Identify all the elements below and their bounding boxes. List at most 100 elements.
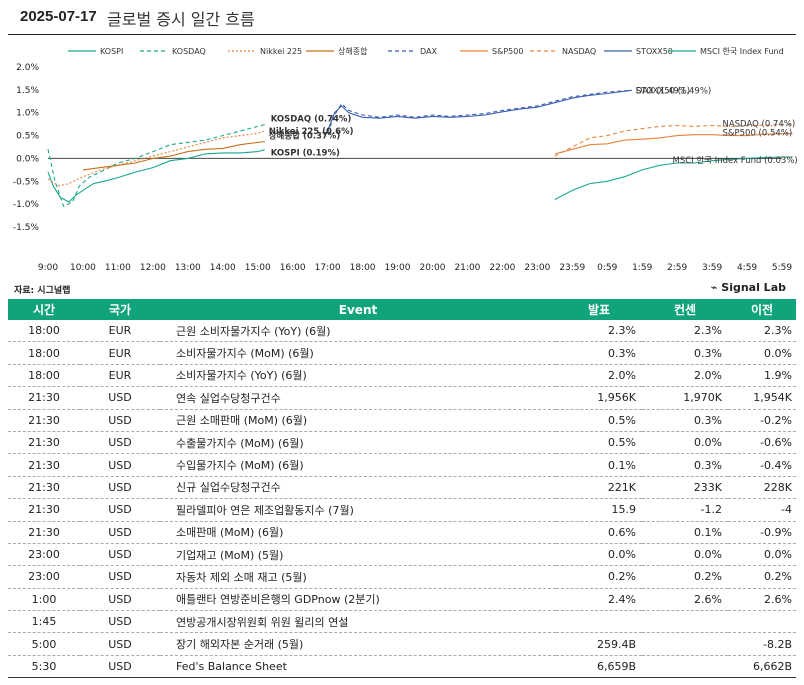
cell-consensus: 0.0%	[642, 431, 728, 455]
x-tick-label: 21:00	[454, 263, 480, 273]
cell-consensus: -1.2	[642, 498, 728, 522]
cell-event: 필라델피아 연은 제조업활동지수 (7월)	[160, 498, 556, 522]
cell-previous: -0.2%	[728, 409, 796, 432]
cell-event: 근원 소매판매 (MoM) (6월)	[160, 409, 556, 432]
cell-consensus: 0.1%	[642, 521, 728, 544]
y-tick-label: 0.5%	[16, 132, 39, 142]
y-tick-label: 1.0%	[16, 109, 39, 119]
cell-time: 21:30	[8, 476, 80, 500]
cell-consensus: 0.0%	[642, 543, 728, 567]
x-tick-label: 3:59	[702, 263, 722, 273]
table-row: 21:30 USD 신규 실업수당청구건수 221K 233K 228K	[8, 476, 796, 500]
cell-country: USD	[80, 498, 160, 522]
x-tick-label: 2:59	[667, 263, 687, 273]
series-end-label: Nikkei 225 (0.6%)	[269, 127, 354, 137]
table-row: 1:00 USD 애틀랜타 연방준비은행의 GDPnow (2분기) 2.4% 2.6%…	[8, 588, 796, 612]
cell-event: 기업재고 (MoM) (5월)	[160, 543, 556, 567]
table-row: 21:30 USD 근원 소매판매 (MoM) (6월) 0.5% 0.3% -0.2%	[8, 409, 796, 432]
cell-country: USD	[80, 543, 160, 567]
series-end-label: S&P500 (0.54%)	[722, 129, 792, 139]
cell-time: 21:30	[8, 521, 80, 544]
cell-actual: 0.1%	[556, 453, 642, 477]
table-row: 18:00 EUR 근원 소비자물가지수 (YoY) (6월) 2.3% 2.3% 2.3…	[8, 320, 796, 343]
report-date: 2025-07-17	[20, 8, 97, 25]
series-end-label: STOXX50 (1.49%)	[636, 86, 712, 96]
cell-country: USD	[80, 386, 160, 410]
cell-event: 근원 소비자물가지수 (YoY) (6월)	[160, 320, 556, 343]
series-end-label: MSCI 한국 Index Fund (0.03%)	[672, 156, 797, 166]
cell-previous: -0.9%	[728, 521, 796, 544]
cell-country: USD	[80, 655, 160, 679]
table-row: 18:00 EUR 소비자물가지수 (YoY) (6월) 2.0% 2.0% 1.9%	[8, 364, 796, 388]
cell-event: 소매판매 (MoM) (6월)	[160, 521, 556, 544]
cell-consensus	[642, 632, 728, 656]
x-tick-label: 10:00	[70, 263, 96, 273]
y-tick-label: -0.5%	[13, 177, 40, 187]
col-country: 국가	[108, 303, 132, 317]
cell-time: 1:00	[8, 588, 80, 612]
cell-time: 1:45	[8, 610, 80, 634]
x-tick-label: 16:00	[280, 263, 306, 273]
cell-previous: 1,954K	[728, 386, 796, 410]
x-tick-label: 17:00	[315, 263, 341, 273]
cell-event: 소비자물가지수 (YoY) (6월)	[160, 364, 556, 388]
series-end-label: NASDAQ (0.74%)	[722, 120, 795, 130]
cell-country: USD	[80, 521, 160, 544]
legend-label: Nikkei 225	[260, 47, 302, 56]
cell-event: 애틀랜타 연방준비은행의 GDPnow (2분기)	[160, 588, 556, 612]
legend-label: S&P500	[492, 47, 523, 56]
cell-time: 21:30	[8, 453, 80, 477]
table-header-row: 시간 국가 Event 발표 컨센 이전	[8, 299, 796, 320]
signal-icon: ⌁	[710, 281, 718, 294]
cell-event: 신규 실업수당청구건수	[160, 476, 556, 500]
cell-previous: 2.6%	[728, 588, 796, 612]
cell-actual: 1,956K	[556, 386, 642, 410]
cell-event: 수입물가지수 (MoM) (6월)	[160, 453, 556, 477]
brand-name: Signal Lab	[721, 281, 786, 294]
cell-country: USD	[80, 453, 160, 477]
x-tick-label: 19:00	[385, 263, 411, 273]
y-tick-label: -1.5%	[13, 223, 40, 233]
table-row: 21:30 USD 소매판매 (MoM) (6월) 0.6% 0.1% -0.9%	[8, 521, 796, 544]
x-tick-label: 4:59	[737, 263, 757, 273]
series-line-5	[554, 133, 793, 155]
cell-previous: 0.0%	[728, 341, 796, 365]
cell-time: 18:00	[8, 320, 80, 343]
col-actual: 발표	[587, 303, 611, 317]
table-row: 21:30 USD 필라델피아 연은 제조업활동지수 (7월) 15.9 -1.2 -4	[8, 498, 796, 522]
header-rule	[8, 34, 796, 35]
cell-event: Fed's Balance Sheet	[160, 655, 556, 679]
cell-consensus: 0.3%	[642, 409, 728, 432]
x-tick-label: 23:59	[559, 263, 585, 273]
cell-consensus: 0.2%	[642, 565, 728, 589]
legend-label: KOSPI	[100, 47, 123, 56]
cell-time: 18:00	[8, 341, 80, 365]
cell-consensus: 2.3%	[642, 320, 728, 343]
table-row: 23:00 USD 기업재고 (MoM) (5월) 0.0% 0.0% 0.0%	[8, 543, 796, 567]
cell-consensus: 2.6%	[642, 588, 728, 612]
cell-country: USD	[80, 431, 160, 455]
cell-previous: 1.9%	[728, 364, 796, 388]
table-row: 18:00 EUR 소비자물가지수 (MoM) (6월) 0.3% 0.3% 0.0%	[8, 341, 796, 365]
cell-previous: 228K	[728, 476, 796, 500]
x-tick-label: 22:00	[489, 263, 515, 273]
col-event: Event	[338, 302, 378, 317]
events-table: 시간 국가 Event 발표 컨센 이전 18:00 EUR 근원 소비자물가지수 …	[8, 299, 796, 679]
x-tick-label: 20:00	[420, 263, 446, 273]
cell-actual: 0.6%	[556, 521, 642, 544]
cell-event: 소비자물가지수 (MoM) (6월)	[160, 341, 556, 365]
cell-previous	[728, 610, 796, 634]
series-end-label: 상해종합 (0.37%)	[269, 131, 341, 142]
cell-consensus: 233K	[642, 476, 728, 500]
y-tick-label: -1.0%	[13, 200, 40, 210]
table-row: 21:30 USD 수출물가지수 (MoM) (6월) 0.5% 0.0% -0.6%	[8, 431, 796, 455]
col-previous: 이전	[750, 303, 774, 317]
cell-time: 23:00	[8, 543, 80, 567]
cell-previous: -4	[728, 498, 796, 522]
legend-label: KOSDAQ	[172, 47, 206, 56]
cell-previous: -8.2B	[728, 632, 796, 656]
cell-actual: 0.5%	[556, 409, 642, 432]
source-note: 자료: 시그널랩	[14, 286, 71, 296]
legend-label: NASDAQ	[562, 47, 596, 56]
cell-country: USD	[80, 610, 160, 634]
